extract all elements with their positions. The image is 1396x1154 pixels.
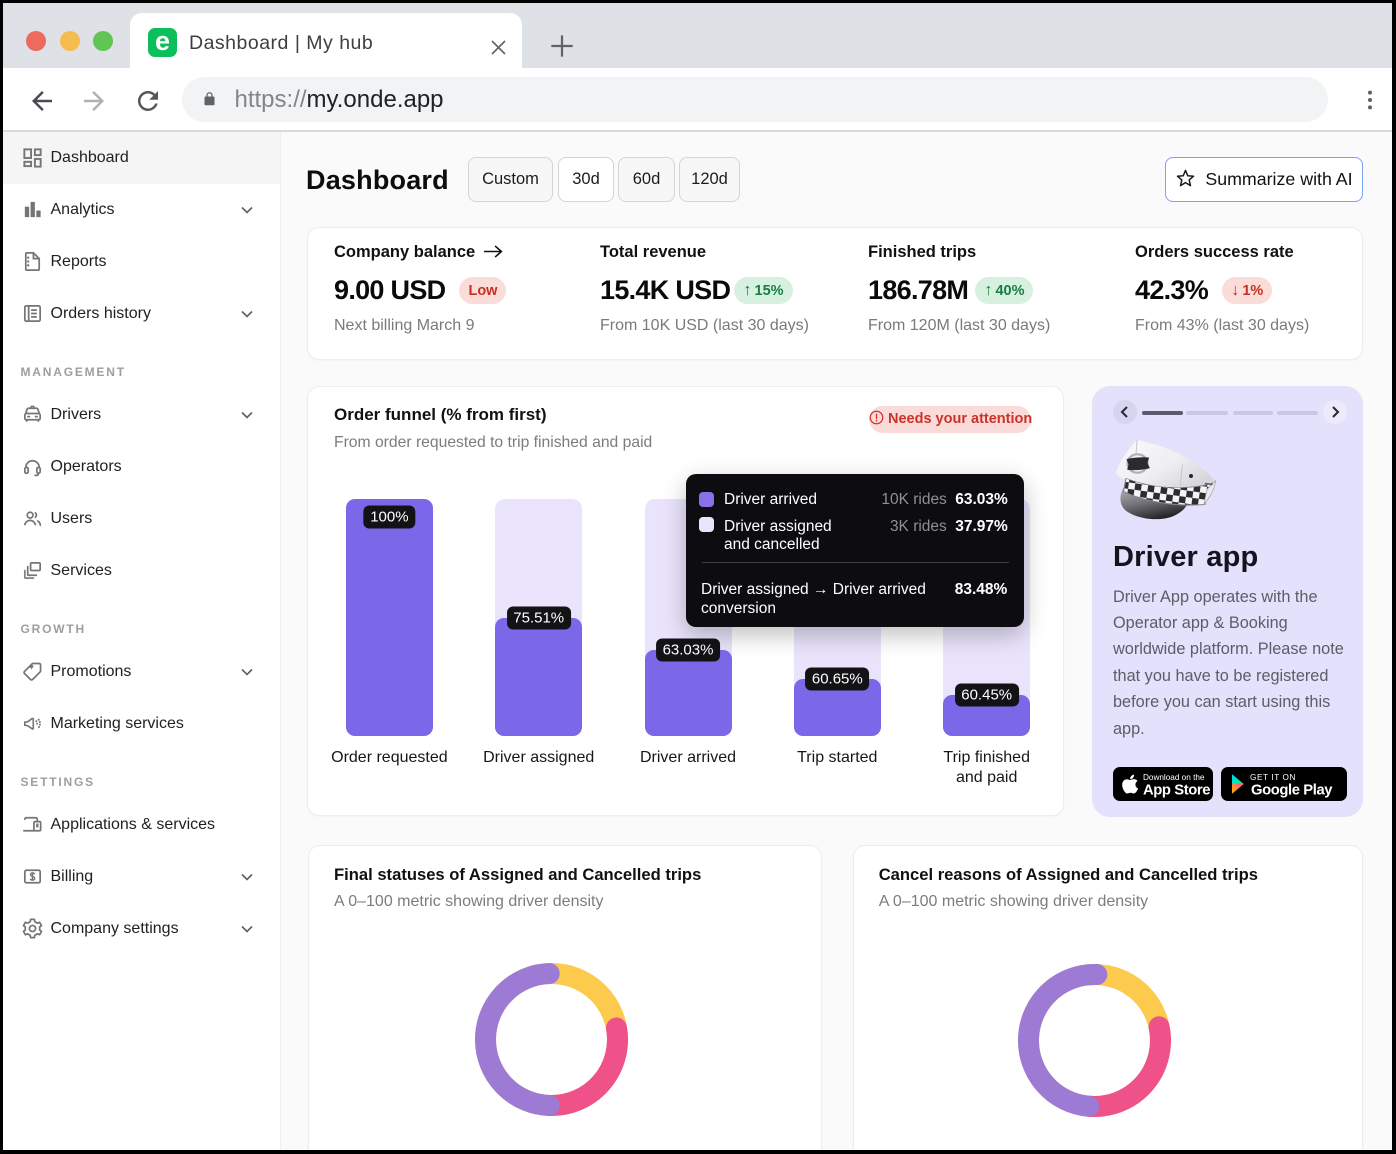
- svg-text:Download on the: Download on the: [1143, 773, 1205, 782]
- svg-text:GET IT ON: GET IT ON: [1250, 773, 1296, 782]
- svg-text:Google Play: Google Play: [1251, 782, 1333, 798]
- svg-text:App Store: App Store: [1143, 782, 1210, 798]
